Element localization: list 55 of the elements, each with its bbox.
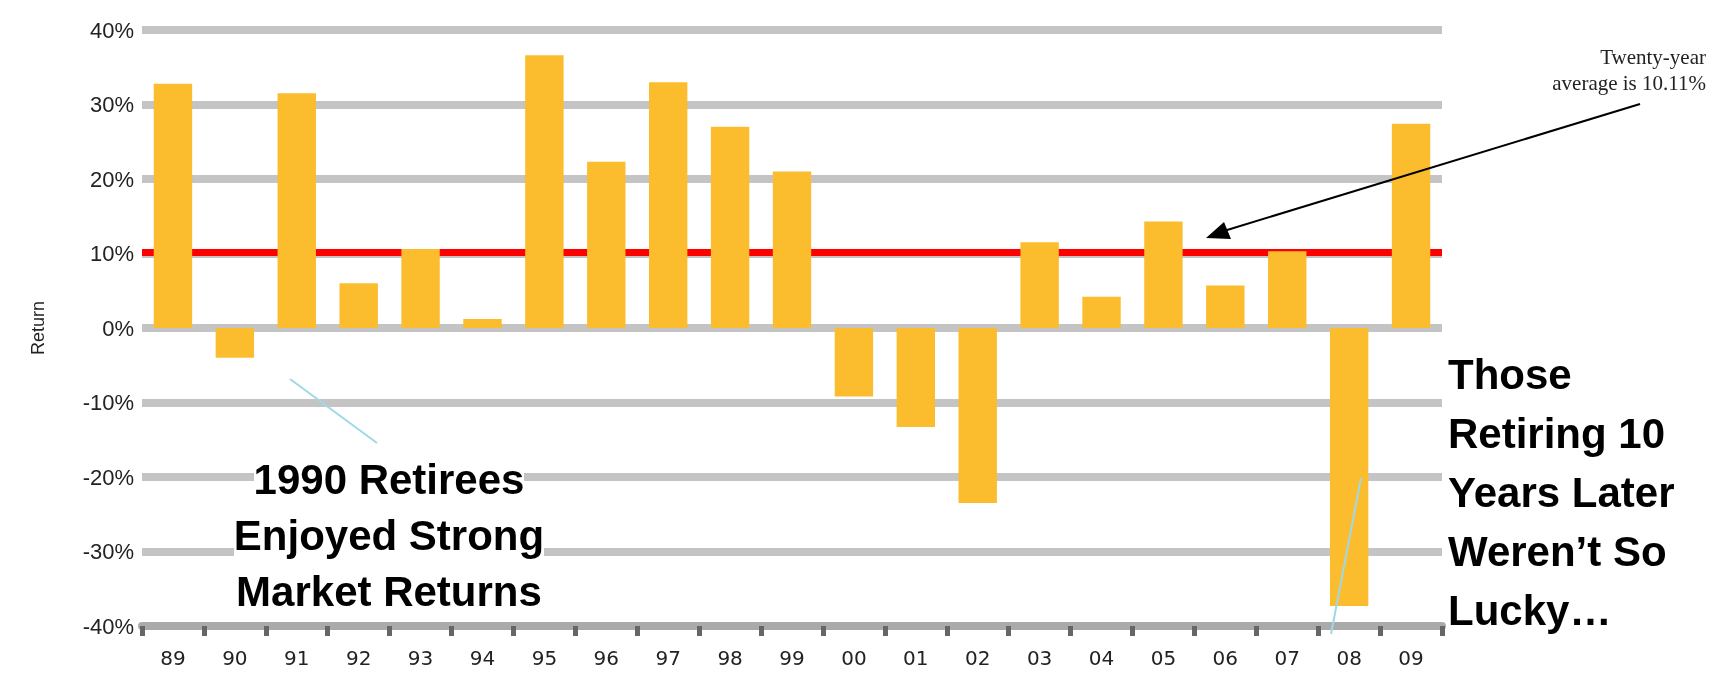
x-tick-label: 94: [469, 646, 496, 670]
bar: [1268, 251, 1307, 328]
annotation: 1990 Retirees Enjoyed Strong Market Returns: [233, 456, 545, 615]
bar: [1329, 328, 1369, 606]
bar: [215, 328, 255, 358]
x-tick-label: 98: [717, 646, 743, 670]
bar: [1206, 285, 1245, 328]
x-tick-label: 99: [779, 646, 805, 670]
bar: [896, 328, 935, 428]
x-tick-label: 91: [284, 646, 310, 670]
y-tick-label: 30%: [89, 92, 134, 117]
y-tick-label: -30%: [82, 539, 134, 564]
x-tick-label: 03: [1026, 646, 1053, 670]
x-tick-label: 92: [345, 646, 372, 670]
y-tick-label: -20%: [82, 464, 134, 490]
x-tick-label: 90: [222, 646, 248, 670]
bar: [834, 328, 874, 397]
bar: [153, 83, 193, 328]
bar: [1391, 123, 1431, 328]
x-tick-label: 01: [903, 646, 929, 670]
y-tick-label: 10%: [89, 241, 134, 266]
x-tick-label: 02: [964, 646, 991, 670]
bar: [1082, 296, 1121, 328]
x-tick-label: 07: [1274, 646, 1300, 670]
x-tick-label: 05: [1150, 646, 1177, 670]
y-tick-label: 20%: [89, 166, 134, 192]
x-tick-label: 89: [160, 646, 186, 670]
bar: [710, 126, 750, 328]
bar: [649, 82, 688, 328]
bar: [401, 249, 440, 328]
bar: [463, 319, 502, 328]
x-tick-label: 97: [655, 646, 681, 670]
bar: [339, 283, 378, 328]
x-tick-label: 08: [1336, 646, 1362, 670]
text: Those Retiring 10 Years Later Weren’t So Lucky…: [1448, 345, 1675, 640]
bar: [772, 171, 812, 328]
bar: [958, 328, 997, 504]
bar: [1020, 242, 1059, 328]
bar: [587, 161, 626, 328]
x-tick-label: 95: [531, 646, 558, 670]
bar: [1144, 221, 1183, 328]
x-tick-label: 09: [1398, 646, 1424, 670]
y-tick-label: 40%: [89, 17, 134, 43]
text: Twenty-year average is 10.11%: [1552, 44, 1706, 96]
x-tick-label: 00: [841, 646, 867, 670]
y-tick-label: 0%: [102, 315, 134, 341]
bar: [525, 55, 564, 328]
x-tick-label: 93: [407, 646, 434, 670]
x-tick-label: 04: [1088, 646, 1115, 670]
y-tick-label: -10%: [82, 390, 134, 415]
x-tick-label: 96: [593, 646, 620, 670]
y-axis-title: Return: [28, 300, 48, 356]
x-tick-label: 06: [1212, 646, 1239, 670]
bar: [277, 93, 316, 328]
y-tick-label: -40%: [82, 613, 134, 639]
